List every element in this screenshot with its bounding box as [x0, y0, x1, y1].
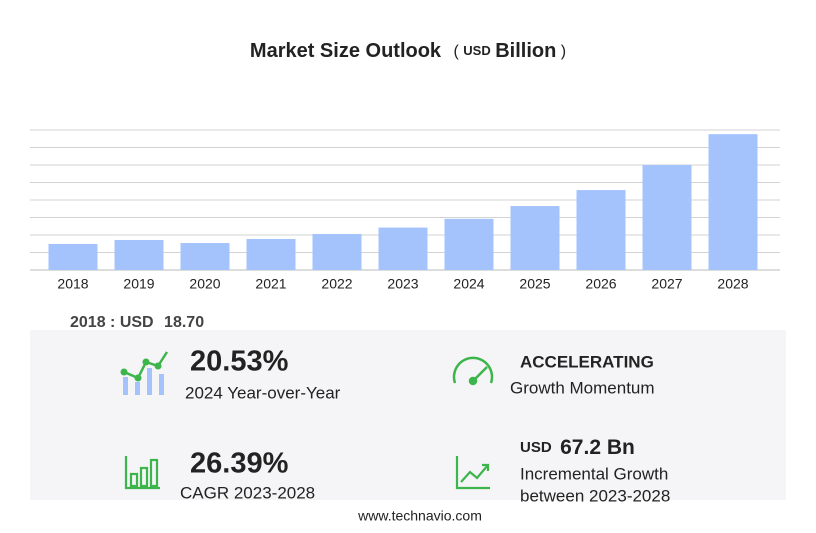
plot: 2018 2019 2020 2021 2022 2023 2024 2025 2026 2027…: [30, 129, 780, 292]
incremental-currency: USD: [520, 439, 552, 456]
bar: [642, 165, 692, 270]
bar: [48, 244, 98, 270]
base-year-value: 18.70: [164, 314, 204, 331]
x-tick-label: 2020: [189, 276, 220, 292]
cagr-icon: [124, 456, 160, 490]
yoy-value: 20.53%: [190, 346, 289, 378]
incremental-icon: [455, 456, 490, 490]
x-tick-label: 2027: [651, 276, 682, 292]
unit-close: ): [561, 43, 566, 60]
incremental-amount: 67.2 Bn: [560, 436, 635, 459]
bar: [114, 239, 164, 270]
x-tick-label: 2021: [255, 276, 286, 292]
unit-currency: USD: [463, 43, 490, 58]
momentum-label: Growth Momentum: [510, 378, 655, 397]
bar: [378, 227, 428, 270]
bar: [510, 206, 560, 270]
chart-title: Market Size Outlook: [250, 40, 442, 62]
incremental-label-1: Incremental Growth: [520, 464, 668, 483]
bar: [576, 190, 626, 270]
x-tick-label: 2024: [453, 276, 484, 292]
unit-open: (: [454, 43, 460, 60]
yoy-icon: [120, 351, 169, 395]
incremental-value: USD 67.2 Bn: [520, 436, 635, 459]
x-tick-label: 2018: [57, 276, 88, 292]
bar: [312, 233, 362, 270]
yoy-label: 2024 Year-over-Year: [185, 383, 341, 402]
base-year-label: 2018 : USD: [70, 314, 154, 331]
x-tick-label: 2019: [123, 276, 154, 292]
x-tick-label: 2022: [321, 276, 352, 292]
base-year: 2018 : USD 18.70: [70, 314, 204, 331]
x-tick-label: 2028: [717, 276, 748, 292]
unit-name: Billion: [495, 40, 556, 62]
x-tick-label: 2026: [585, 276, 616, 292]
bar: [246, 238, 296, 270]
incremental-label-2: between 2023-2028: [520, 486, 670, 505]
x-tick-label: 2025: [519, 276, 550, 292]
summary-panel: [30, 330, 786, 500]
bar: [180, 243, 230, 270]
cagr-value: 26.39%: [190, 448, 289, 480]
momentum-value: ACCELERATING: [520, 352, 654, 371]
bar: [444, 218, 494, 270]
cagr-label: CAGR 2023-2028: [180, 483, 315, 502]
chart-title-group: Market Size Outlook ( USD Billion ): [250, 40, 566, 62]
momentum-icon: [452, 356, 494, 386]
x-tick-label: 2023: [387, 276, 418, 292]
bar: [708, 134, 758, 270]
footer: www.technavio.com: [357, 508, 482, 524]
